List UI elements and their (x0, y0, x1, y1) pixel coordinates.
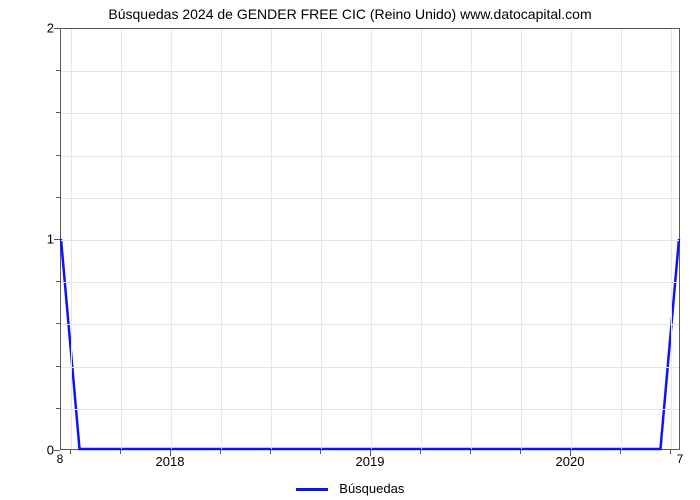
chart-title: Búsquedas 2024 de GENDER FREE CIC (Reino… (0, 6, 700, 22)
v-grid-minor (421, 29, 422, 449)
x-tick-label: 2018 (156, 454, 185, 469)
v-grid-minor (521, 29, 522, 449)
v-grid-minor (121, 29, 122, 449)
x-tick-label: 2020 (556, 454, 585, 469)
chart-container: Búsquedas 2024 de GENDER FREE CIC (Reino… (0, 0, 700, 500)
y-minor-tick (56, 323, 60, 324)
v-grid-minor (71, 29, 72, 449)
x-minor-tick (470, 450, 471, 454)
y-tick-mark (54, 450, 60, 451)
x-minor-tick (120, 450, 121, 454)
y-tick-label: 0 (14, 443, 54, 458)
legend: Búsquedas (0, 481, 700, 496)
legend-swatch (296, 488, 328, 491)
corner-bottom-right: 7 (677, 452, 684, 466)
v-grid-minor (671, 29, 672, 449)
x-minor-tick (320, 450, 321, 454)
x-tick-mark (570, 450, 571, 456)
v-grid-major (371, 29, 372, 449)
v-grid-minor (221, 29, 222, 449)
v-grid-minor (271, 29, 272, 449)
y-minor-tick (56, 281, 60, 282)
v-grid-minor (471, 29, 472, 449)
h-grid-minor (61, 324, 679, 325)
y-tick-label: 2 (14, 21, 54, 36)
h-grid-minor (61, 367, 679, 368)
y-tick-mark (54, 28, 60, 29)
v-grid-major (571, 29, 572, 449)
h-grid-minor (61, 113, 679, 114)
y-minor-tick (56, 366, 60, 367)
h-grid-major (61, 240, 679, 241)
x-minor-tick (520, 450, 521, 454)
x-tick-label: 2019 (356, 454, 385, 469)
legend-label: Búsquedas (339, 481, 404, 496)
y-tick-mark (54, 239, 60, 240)
h-grid-minor (61, 198, 679, 199)
v-grid-minor (321, 29, 322, 449)
h-grid-minor (61, 282, 679, 283)
x-tick-mark (370, 450, 371, 456)
y-minor-tick (56, 70, 60, 71)
x-minor-tick (420, 450, 421, 454)
h-grid-minor (61, 156, 679, 157)
x-minor-tick (70, 450, 71, 454)
y-minor-tick (56, 112, 60, 113)
y-minor-tick (56, 408, 60, 409)
v-grid-major (171, 29, 172, 449)
x-minor-tick (270, 450, 271, 454)
line-series-svg (61, 29, 679, 449)
corner-bottom-left: 8 (57, 452, 64, 466)
x-minor-tick (620, 450, 621, 454)
y-minor-tick (56, 155, 60, 156)
y-tick-label: 1 (14, 232, 54, 247)
series-line (61, 239, 679, 449)
plot-area (60, 28, 680, 450)
v-grid-minor (621, 29, 622, 449)
h-grid-minor (61, 409, 679, 410)
h-grid-minor (61, 71, 679, 72)
x-minor-tick (220, 450, 221, 454)
y-minor-tick (56, 197, 60, 198)
x-minor-tick (670, 450, 671, 454)
x-tick-mark (170, 450, 171, 456)
